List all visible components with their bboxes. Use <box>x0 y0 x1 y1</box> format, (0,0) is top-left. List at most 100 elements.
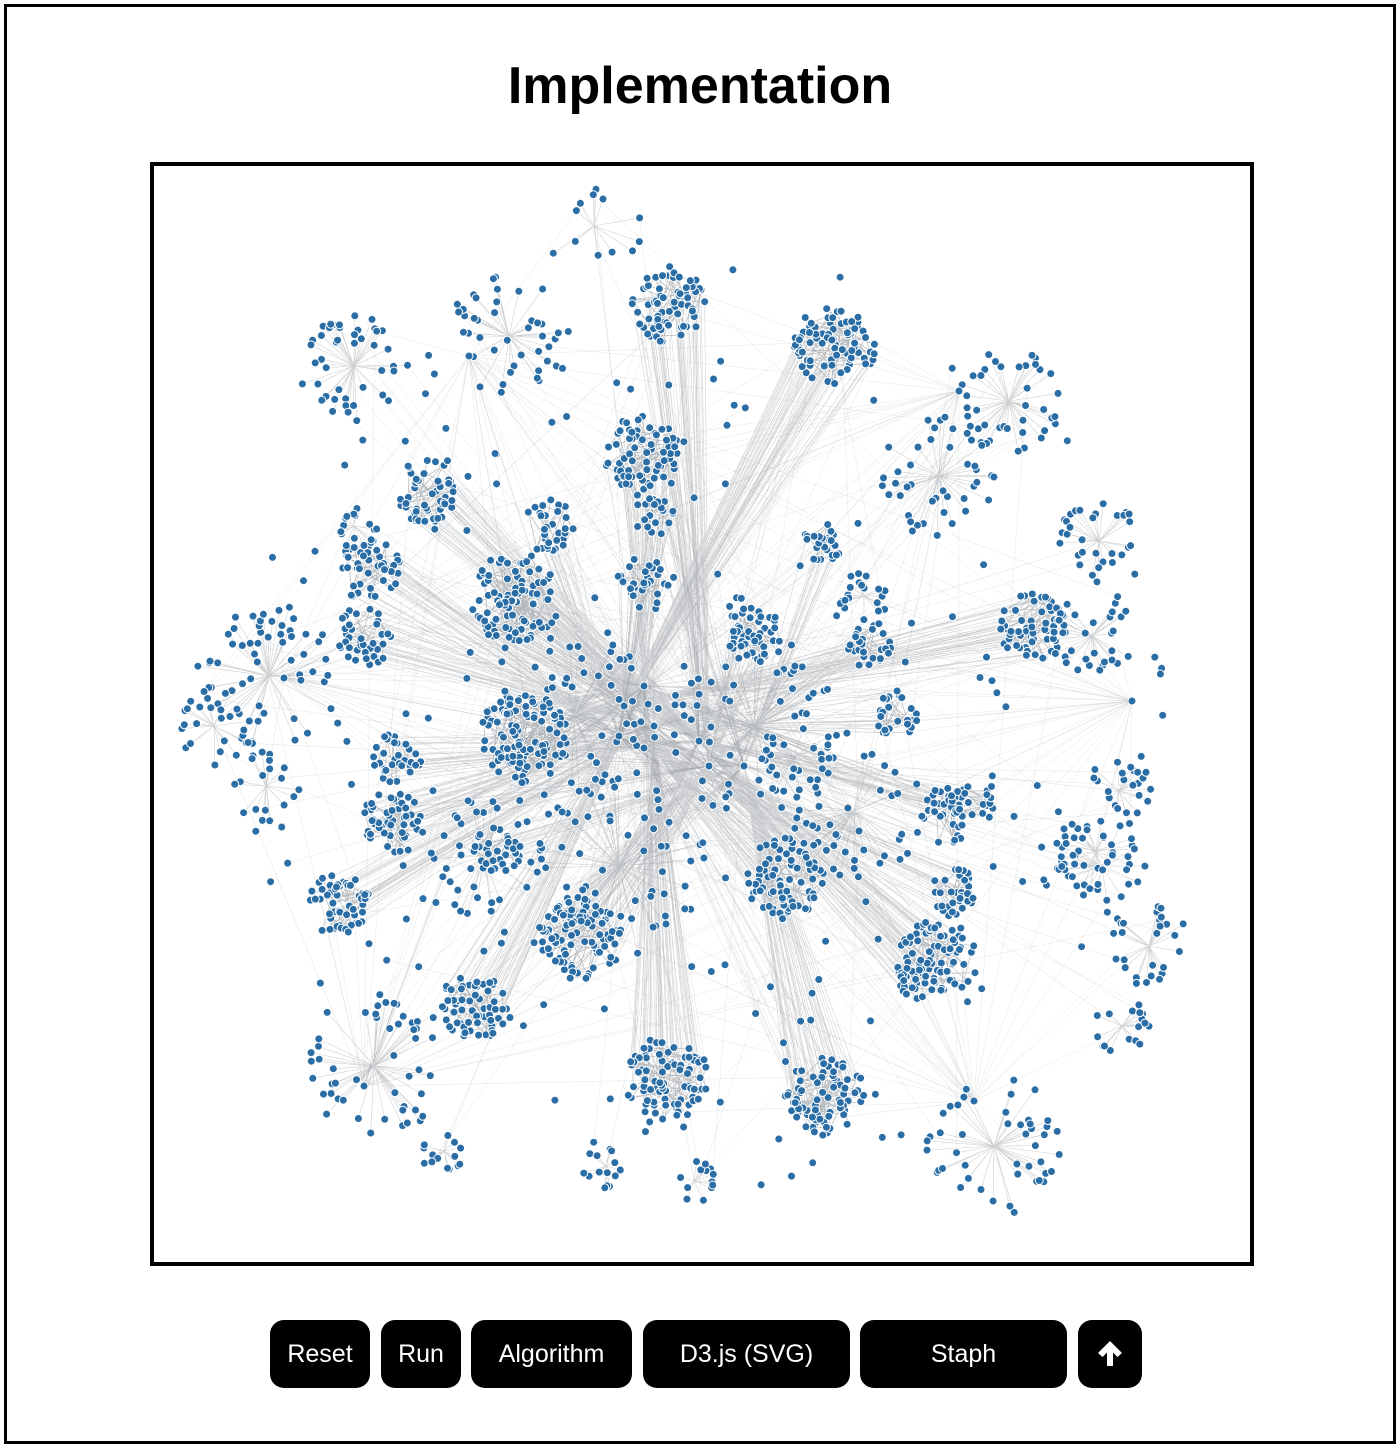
graph-node[interactable] <box>1082 825 1092 835</box>
graph-node[interactable] <box>651 430 661 440</box>
graph-node[interactable] <box>501 866 511 875</box>
graph-node[interactable] <box>610 1158 620 1168</box>
graph-node[interactable] <box>907 618 916 628</box>
graph-node[interactable] <box>768 870 778 880</box>
graph-node[interactable] <box>585 1149 595 1159</box>
graph-node[interactable] <box>562 673 572 683</box>
graph-node[interactable] <box>532 867 542 877</box>
graph-node[interactable] <box>1006 1089 1016 1099</box>
graph-node[interactable] <box>375 990 385 1000</box>
graph-node[interactable] <box>602 1168 612 1178</box>
graph-node[interactable] <box>635 319 645 329</box>
graph-node[interactable] <box>948 424 958 434</box>
graph-node[interactable] <box>809 840 819 850</box>
graph-node[interactable] <box>1043 1116 1053 1126</box>
graph-node[interactable] <box>401 811 411 821</box>
graph-node[interactable] <box>1032 781 1042 790</box>
graph-node[interactable] <box>315 978 325 988</box>
graph-node[interactable] <box>351 609 361 619</box>
graph-node[interactable] <box>520 691 530 701</box>
graph-node[interactable] <box>597 731 607 741</box>
graph-node[interactable] <box>880 761 890 771</box>
graph-node[interactable] <box>761 745 771 755</box>
graph-node[interactable] <box>801 368 811 378</box>
graph-node[interactable] <box>453 885 463 895</box>
graph-node[interactable] <box>924 947 934 957</box>
graph-node[interactable] <box>1092 1011 1102 1020</box>
graph-node[interactable] <box>1057 862 1067 871</box>
graph-node[interactable] <box>545 760 555 770</box>
graph-node[interactable] <box>661 919 671 929</box>
graph-node[interactable] <box>463 471 473 481</box>
graph-node[interactable] <box>582 785 592 795</box>
graph-node[interactable] <box>1029 596 1039 606</box>
graph-node[interactable] <box>484 571 494 580</box>
graph-node[interactable] <box>475 382 485 392</box>
graph-node[interactable] <box>265 764 275 774</box>
graph-node[interactable] <box>842 328 852 338</box>
graph-node[interactable] <box>469 882 479 892</box>
graph-node[interactable] <box>443 1131 453 1140</box>
graph-node[interactable] <box>1009 1207 1019 1217</box>
graph-node[interactable] <box>597 918 607 928</box>
graph-node[interactable] <box>645 494 654 504</box>
graph-node[interactable] <box>656 529 666 539</box>
graph-node[interactable] <box>514 636 524 646</box>
graph-node[interactable] <box>243 738 253 747</box>
graph-node[interactable] <box>501 850 511 860</box>
graph-node[interactable] <box>895 854 905 864</box>
graph-node[interactable] <box>325 909 334 919</box>
graph-node[interactable] <box>284 602 294 612</box>
graph-node[interactable] <box>1070 610 1080 620</box>
graph-node[interactable] <box>182 704 192 714</box>
graph-node[interactable] <box>297 379 307 389</box>
graph-node[interactable] <box>640 1075 650 1085</box>
graph-node[interactable] <box>403 360 412 370</box>
graph-node[interactable] <box>503 837 513 847</box>
graph-node[interactable] <box>972 477 982 487</box>
graph-node[interactable] <box>457 995 467 1005</box>
graph-node[interactable] <box>456 850 466 860</box>
graph-node[interactable] <box>378 653 388 663</box>
graph-node[interactable] <box>698 838 708 848</box>
graph-node[interactable] <box>692 701 702 710</box>
graph-node[interactable] <box>754 864 764 874</box>
graph-node[interactable] <box>859 751 869 761</box>
graph-node[interactable] <box>420 500 429 510</box>
graph-node[interactable] <box>842 728 852 738</box>
graph-node[interactable] <box>469 313 479 323</box>
graph-node[interactable] <box>850 338 860 348</box>
graph-node[interactable] <box>729 400 739 410</box>
graph-node[interactable] <box>541 863 551 873</box>
graph-node[interactable] <box>683 1069 692 1078</box>
graph-node[interactable] <box>372 545 382 555</box>
graph-node[interactable] <box>823 740 833 750</box>
graph-node[interactable] <box>465 647 475 657</box>
graph-node[interactable] <box>586 751 596 761</box>
graph-node[interactable] <box>545 587 555 597</box>
graph-node[interactable] <box>658 293 668 303</box>
graph-node[interactable] <box>354 564 364 574</box>
graph-node[interactable] <box>1117 768 1127 778</box>
graph-node[interactable] <box>837 345 847 355</box>
graph-node[interactable] <box>414 962 424 972</box>
graph-node[interactable] <box>1036 1157 1046 1167</box>
graph-node[interactable] <box>353 1114 363 1123</box>
graph-node[interactable] <box>412 1017 422 1026</box>
graph-node[interactable] <box>721 803 731 813</box>
graph-node[interactable] <box>528 621 538 631</box>
graph-node[interactable] <box>525 744 535 754</box>
graph-node[interactable] <box>538 501 548 510</box>
graph-node[interactable] <box>759 642 769 652</box>
graph-node[interactable] <box>955 893 965 903</box>
graph-node[interactable] <box>366 1128 376 1138</box>
graph-node[interactable] <box>637 435 647 445</box>
graph-node[interactable] <box>1127 696 1137 706</box>
graph-node[interactable] <box>830 379 840 388</box>
graph-node[interactable] <box>632 789 642 799</box>
graph-node[interactable] <box>831 830 841 839</box>
graph-node[interactable] <box>515 758 525 768</box>
graph-node[interactable] <box>686 856 696 866</box>
graph-node[interactable] <box>676 1173 686 1182</box>
graph-node[interactable] <box>982 652 991 662</box>
